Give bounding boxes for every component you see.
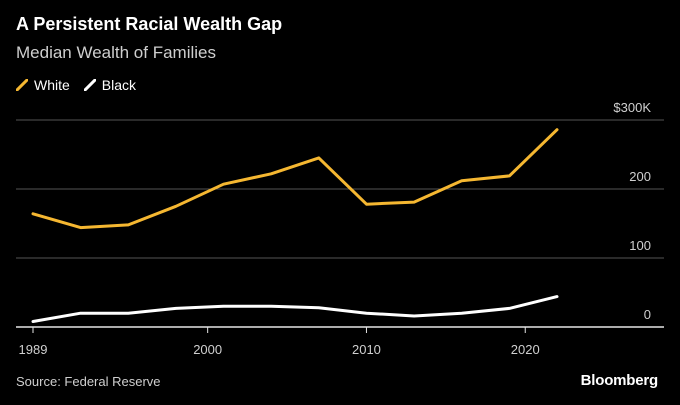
x-tick-label-1989: 1989 — [19, 342, 48, 357]
y-tick-label-0: 0 — [644, 307, 651, 322]
x-tick-label-2020: 2020 — [511, 342, 540, 357]
legend-label-black: Black — [101, 77, 137, 93]
source-note: Source: Federal Reserve — [16, 374, 161, 389]
chart-legend: White Black — [16, 77, 150, 93]
legend-item-white: White — [16, 77, 70, 93]
chart-subtitle: Median Wealth of Families — [16, 43, 216, 62]
y-tick-label-100: 100 — [629, 238, 651, 253]
legend-label-white: White — [34, 77, 70, 93]
series-line-white — [31, 128, 559, 230]
y-tick-label-200: 200 — [629, 169, 651, 184]
x-tick-label-2010: 2010 — [352, 342, 381, 357]
legend-swatch-line-black — [83, 79, 96, 91]
legend-swatch-white — [16, 79, 28, 91]
series-line-black — [31, 295, 559, 323]
y-tick-label-300: $300K — [613, 100, 651, 115]
bloomberg-logo: Bloomberg — [580, 372, 659, 389]
legend-swatch-black — [83, 79, 96, 91]
legend-swatch-line-white — [16, 79, 28, 91]
legend-item-black: Black — [83, 77, 137, 93]
x-tick-label-2000: 2000 — [193, 342, 222, 357]
chart-title: A Persistent Racial Wealth Gap — [16, 14, 283, 34]
